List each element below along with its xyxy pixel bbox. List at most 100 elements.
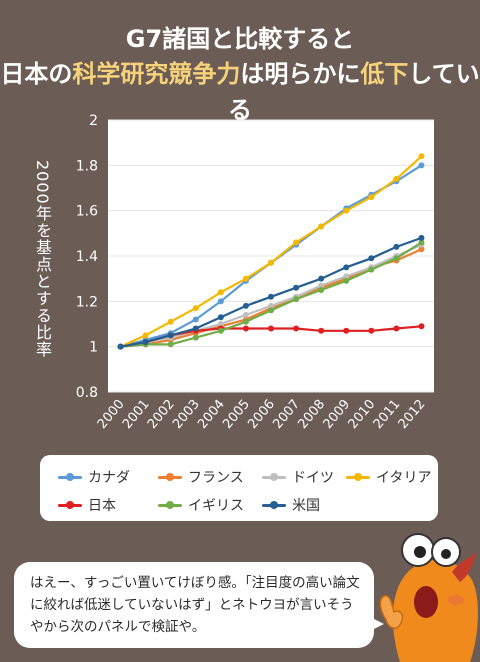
legend-swatch	[58, 500, 82, 509]
legend-label: フランス	[188, 470, 244, 486]
x-tick-label: 2012	[396, 397, 429, 432]
data-point	[268, 307, 274, 314]
data-point	[242, 302, 249, 309]
x-tick-label: 2011	[371, 397, 404, 432]
bubble-text: はえー、すっごい置いてけぼり感。「注目度の高い論文に絞れば低迷していないはず」と…	[30, 575, 360, 635]
title-highlight-1: 科学研究競争力	[72, 60, 241, 88]
data-point	[293, 325, 300, 332]
title-line-1: G7諸国と比較すると	[125, 25, 355, 53]
legend-item: イギリス	[158, 495, 244, 515]
mascot-character	[379, 533, 478, 662]
data-point	[242, 318, 249, 325]
data-point	[293, 296, 300, 303]
data-point	[217, 327, 224, 334]
x-tick-label: 2005	[220, 397, 253, 432]
data-point	[318, 223, 325, 230]
data-point	[343, 273, 350, 280]
x-tick-label: 2008	[295, 397, 328, 432]
title-highlight-2: 低下	[360, 60, 409, 88]
title-line-2: 日本の科学研究競争力は明らかに低下している	[0, 56, 480, 128]
data-point	[142, 332, 149, 339]
data-point	[418, 162, 425, 169]
legend-label: イギリス	[188, 498, 244, 514]
page-title: G7諸国と比較すると 日本の科学研究競争力は明らかに低下している	[0, 22, 480, 128]
chart-legend: カナダ フランス ドイツ イタリア日本 イギリス 米国	[40, 455, 438, 521]
data-point	[117, 343, 124, 350]
x-tick-label: 2000	[95, 397, 128, 432]
data-point	[368, 255, 375, 262]
data-point	[167, 318, 174, 325]
data-point	[217, 298, 224, 305]
data-point	[293, 284, 300, 291]
data-point	[268, 259, 274, 266]
data-point	[343, 264, 350, 271]
data-point	[217, 321, 224, 327]
x-tick-label: 2007	[270, 397, 303, 432]
data-point	[217, 289, 224, 296]
legend-label: 米国	[292, 498, 320, 514]
y-tick-label: 2	[89, 113, 98, 129]
x-tick-label: 2003	[170, 397, 203, 432]
legend-swatch	[262, 472, 286, 481]
legend-item: カナダ	[58, 467, 130, 487]
y-axis-label: 2000年を基点とする比率	[33, 160, 52, 358]
data-point	[418, 234, 425, 241]
data-point	[192, 316, 199, 323]
data-point	[242, 311, 249, 318]
y-tick-label: 1.8	[76, 158, 98, 174]
line-chart: 0.811.21.41.61.8220002001200220032004200…	[76, 113, 434, 432]
y-tick-label: 0.8	[76, 385, 98, 401]
data-point	[368, 266, 375, 273]
legend-label: カナダ	[88, 470, 130, 486]
legend-swatch	[346, 472, 370, 481]
data-point	[393, 243, 400, 250]
x-tick-label: 2004	[195, 397, 228, 432]
legend-item: イタリア	[346, 467, 431, 487]
data-point	[343, 327, 350, 334]
data-point	[343, 207, 350, 214]
data-point	[418, 153, 425, 160]
speech-bubble: はえー、すっごい置いてけぼり感。「注目度の高い論文に絞れば低迷していないはず」と…	[14, 562, 374, 648]
data-point	[343, 277, 350, 284]
data-point	[192, 305, 199, 312]
legend-item: 日本	[58, 495, 116, 515]
x-tick-label: 2001	[120, 397, 153, 432]
data-point	[318, 282, 325, 289]
data-point	[268, 302, 274, 309]
data-point	[418, 239, 425, 246]
legend-label: ドイツ	[292, 470, 334, 486]
x-tick-label: 2009	[321, 397, 354, 432]
data-point	[418, 246, 425, 253]
data-point	[268, 325, 274, 332]
data-point	[368, 194, 375, 201]
data-point	[393, 255, 400, 262]
legend-swatch	[58, 472, 82, 481]
y-tick-label: 1.4	[76, 249, 98, 265]
x-tick-label: 2006	[245, 397, 278, 432]
data-point	[142, 339, 149, 346]
data-point	[318, 275, 325, 282]
legend-swatch	[158, 500, 182, 509]
data-point	[192, 325, 199, 332]
x-tick-label: 2002	[145, 397, 178, 432]
data-point	[167, 341, 174, 348]
data-point	[393, 325, 400, 332]
legend-label: イタリア	[376, 470, 432, 486]
title-text-c: している	[228, 60, 480, 124]
legend-item: フランス	[158, 467, 244, 487]
data-point	[268, 293, 274, 300]
data-point	[242, 275, 249, 282]
legend-item: ドイツ	[262, 467, 334, 487]
x-tick-label: 2010	[346, 397, 379, 432]
data-point	[192, 334, 199, 341]
title-text-a: 日本の	[0, 60, 73, 88]
y-tick-label: 1	[89, 340, 98, 356]
data-point	[167, 332, 174, 339]
data-point	[318, 327, 325, 334]
data-point	[293, 239, 300, 246]
legend-swatch	[158, 472, 182, 481]
data-point	[368, 327, 375, 334]
legend-label: 日本	[88, 498, 116, 514]
legend-item: 米国	[262, 495, 320, 515]
data-point	[242, 325, 249, 332]
